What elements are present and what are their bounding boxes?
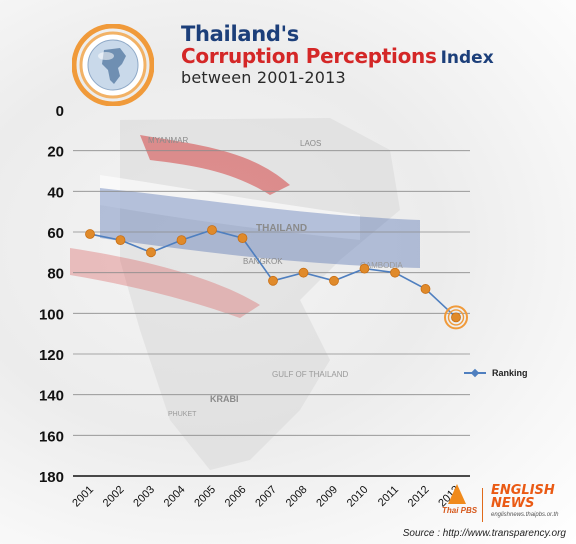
map-label-cambodia: CAMBODIA	[360, 261, 403, 270]
map-label-gulf: GULF OF THAILAND	[272, 370, 349, 379]
thai-pbs-branding: Thai PBS ENGLISH NEWS englishnews.thaipb…	[442, 484, 559, 522]
y-tick-label: 60	[47, 225, 64, 242]
source-note: Source : http://www.transparency.org	[402, 528, 566, 539]
data-point	[268, 275, 278, 286]
flag-red-stripe-top	[140, 135, 290, 195]
x-tick-label: 2007	[253, 484, 279, 510]
english-label: ENGLISH	[491, 483, 555, 498]
chart-legend: Ranking	[464, 368, 528, 378]
title-line-2: Corruption Perceptions Index	[181, 46, 494, 67]
x-tick-label: 2005	[192, 484, 218, 510]
x-tick-label: 2003	[131, 484, 157, 510]
globe-logo	[71, 23, 155, 107]
news-site-label: englishnews.thaipbs.or.th	[491, 512, 559, 518]
data-point	[359, 263, 370, 274]
title-line-3: between 2001-2013	[181, 68, 346, 87]
x-tick-label: 2002	[101, 484, 127, 510]
x-tick-label: 2008	[284, 484, 310, 510]
latest-highlight-ring-inner	[447, 309, 465, 326]
data-point	[146, 247, 156, 258]
data-point	[329, 275, 339, 286]
y-tick-label: 140	[39, 388, 64, 405]
series-line-ranking	[89, 229, 457, 318]
map-label-thailand: THAILAND	[256, 223, 307, 234]
x-tick-label: 2004	[162, 484, 188, 510]
brand-divider	[482, 488, 483, 522]
map-label-phuket: PHUKET	[168, 411, 197, 418]
map-label-laos: LAOS	[300, 139, 321, 148]
data-point	[176, 235, 187, 246]
data-point	[85, 229, 95, 239]
data-point	[207, 225, 217, 235]
data-point	[237, 233, 248, 244]
y-tick-label: 0	[56, 103, 64, 120]
y-tick-label: 40	[47, 184, 64, 201]
y-tick-label: 180	[39, 469, 64, 486]
y-tick-label: 20	[47, 144, 64, 161]
title-line-2a: Corruption Perceptions	[181, 44, 437, 68]
chart-title: Thailand's Corruption Perceptions Index b…	[181, 24, 494, 86]
english-news-logo: ENGLISH NEWS englishnews.thaipbs.or.th	[491, 484, 559, 518]
flag-red-stripe-bottom	[70, 248, 260, 318]
data-point	[298, 267, 309, 278]
x-tick-label: 2012	[406, 484, 432, 510]
map-label-bangkok: BANGKOK	[243, 257, 283, 266]
map-label-krabi: KRABI	[210, 394, 239, 404]
x-tick-label: 2009	[314, 484, 340, 510]
legend-ranking-label: Ranking	[492, 368, 528, 378]
latest-highlight-ring-outer	[444, 305, 468, 330]
y-tick-label: 160	[39, 428, 64, 445]
data-point	[390, 267, 400, 278]
legend-line-swatch	[464, 372, 486, 374]
title-line-2b: Index	[440, 48, 494, 68]
x-tick-label: 2006	[223, 484, 249, 510]
y-tick-label: 80	[47, 266, 64, 283]
data-point	[115, 235, 126, 246]
x-tick-label: 2001	[70, 484, 96, 510]
y-tick-label: 120	[39, 347, 64, 364]
thaipbs-logo: Thai PBS	[442, 484, 478, 515]
x-tick-label: 2011	[376, 484, 401, 509]
thaipbs-mark-icon	[448, 484, 466, 504]
thaipbs-label: Thai PBS	[442, 506, 478, 515]
data-point	[451, 312, 461, 323]
news-label: NEWS	[491, 496, 535, 511]
flag-blue-stripe	[100, 188, 420, 268]
data-point	[420, 284, 431, 294]
title-line-1: Thailand's	[181, 22, 299, 46]
x-tick-label: 2010	[345, 484, 371, 510]
map-label-myanmar: MYANMAR	[148, 136, 189, 145]
y-tick-label: 100	[39, 306, 64, 323]
